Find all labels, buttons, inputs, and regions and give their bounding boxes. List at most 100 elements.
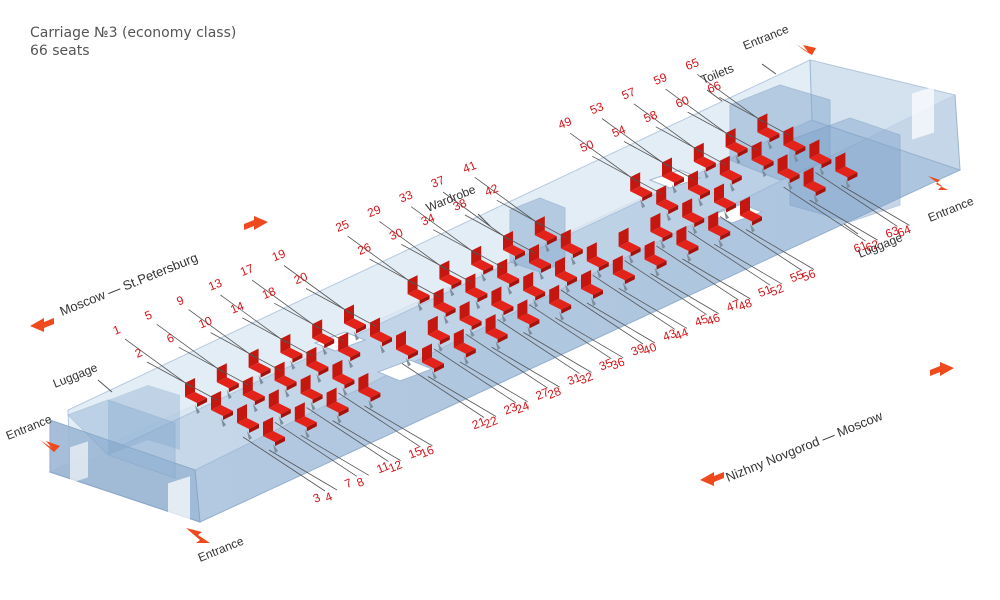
- seat-leader: [560, 289, 644, 345]
- seat[interactable]: [777, 154, 800, 191]
- seat-number: 37: [429, 173, 447, 191]
- seat[interactable]: [427, 315, 450, 352]
- seat[interactable]: [581, 270, 603, 306]
- seat-number: 39: [629, 341, 647, 359]
- seat[interactable]: [370, 317, 392, 354]
- seat-leader: [220, 294, 287, 344]
- seat-number: 44: [673, 325, 691, 343]
- seat[interactable]: [491, 286, 514, 323]
- seat[interactable]: [433, 288, 456, 325]
- seat-number: 6: [165, 330, 177, 346]
- seat[interactable]: [326, 387, 349, 424]
- seat-leader: [379, 221, 446, 270]
- seat[interactable]: [407, 275, 430, 312]
- seat[interactable]: [783, 126, 806, 163]
- seat-leader: [665, 88, 732, 138]
- seat[interactable]: [555, 257, 577, 293]
- seat-leader: [633, 103, 701, 153]
- seat[interactable]: [185, 378, 207, 414]
- seat[interactable]: [211, 391, 233, 427]
- seat[interactable]: [688, 170, 710, 207]
- seat-number: 2: [133, 345, 145, 361]
- seat-leader: [251, 279, 319, 329]
- seat[interactable]: [740, 196, 762, 233]
- seat[interactable]: [422, 343, 444, 380]
- seat-number: 42: [483, 181, 501, 199]
- seat[interactable]: [306, 346, 329, 383]
- seat[interactable]: [618, 227, 641, 264]
- seat[interactable]: [725, 128, 748, 165]
- seat[interactable]: [676, 225, 699, 262]
- toilets-leader: [706, 89, 723, 102]
- seat[interactable]: [268, 389, 291, 426]
- seat[interactable]: [242, 376, 265, 413]
- seat[interactable]: [300, 374, 323, 411]
- seat[interactable]: [719, 155, 742, 192]
- seat[interactable]: [630, 172, 653, 209]
- seat[interactable]: [586, 242, 609, 279]
- seat[interactable]: [529, 244, 551, 280]
- seat[interactable]: [693, 142, 716, 179]
- seat[interactable]: [517, 299, 540, 336]
- seat[interactable]: [751, 141, 774, 178]
- seat[interactable]: [656, 185, 679, 222]
- seat-number: 15: [406, 444, 424, 462]
- seat[interactable]: [523, 271, 546, 308]
- door-left-back: [70, 441, 88, 484]
- seat[interactable]: [274, 361, 297, 398]
- seat[interactable]: [471, 245, 494, 282]
- seat-leader: [618, 287, 688, 329]
- seat-number: 40: [641, 340, 659, 358]
- seat[interactable]: [835, 152, 858, 189]
- entrance-label-bottom: Entrance: [196, 534, 246, 565]
- seat[interactable]: [396, 330, 418, 367]
- seat-leader: [650, 273, 719, 314]
- seat[interactable]: [809, 139, 832, 176]
- seat[interactable]: [439, 260, 462, 297]
- seat-number: 34: [419, 210, 437, 228]
- seat[interactable]: [708, 211, 731, 248]
- seat[interactable]: [503, 231, 525, 267]
- seat[interactable]: [237, 404, 259, 440]
- seat[interactable]: [682, 198, 705, 235]
- seat[interactable]: [312, 319, 335, 356]
- seat[interactable]: [560, 229, 583, 266]
- seat[interactable]: [485, 314, 508, 351]
- seat-leader: [815, 172, 898, 227]
- seat[interactable]: [803, 167, 826, 204]
- seat-leader: [465, 333, 548, 389]
- seat[interactable]: [358, 372, 381, 409]
- seat[interactable]: [650, 212, 673, 249]
- seat[interactable]: [714, 183, 736, 220]
- seat[interactable]: [497, 258, 520, 295]
- seat[interactable]: [344, 304, 366, 341]
- seat[interactable]: [280, 333, 303, 370]
- seat-leader: [410, 206, 478, 256]
- seat[interactable]: [248, 348, 271, 385]
- seat[interactable]: [549, 284, 572, 321]
- seat[interactable]: [662, 157, 684, 194]
- seat[interactable]: [294, 402, 317, 439]
- route-arrow-bottom-right: [930, 362, 954, 376]
- seat-number: 22: [482, 413, 500, 431]
- seat-number: 49: [556, 114, 574, 132]
- seat-leader: [528, 304, 612, 360]
- seat[interactable]: [453, 328, 476, 365]
- seat-leader: [682, 258, 751, 300]
- seat[interactable]: [332, 359, 355, 396]
- seat-number: 31: [565, 370, 583, 388]
- seat[interactable]: [216, 363, 239, 400]
- seat-number: 4: [323, 489, 335, 505]
- seat[interactable]: [757, 113, 780, 150]
- seat[interactable]: [459, 301, 482, 338]
- seat[interactable]: [338, 332, 361, 369]
- entrance-arrow-left: [40, 440, 60, 452]
- seat[interactable]: [612, 255, 635, 292]
- seat[interactable]: [534, 216, 557, 253]
- seat[interactable]: [465, 273, 488, 310]
- seat-number: 24: [514, 398, 532, 416]
- seat[interactable]: [644, 240, 667, 277]
- seat-leader: [305, 288, 377, 327]
- seat-number: 1: [111, 322, 123, 338]
- seat[interactable]: [263, 417, 285, 453]
